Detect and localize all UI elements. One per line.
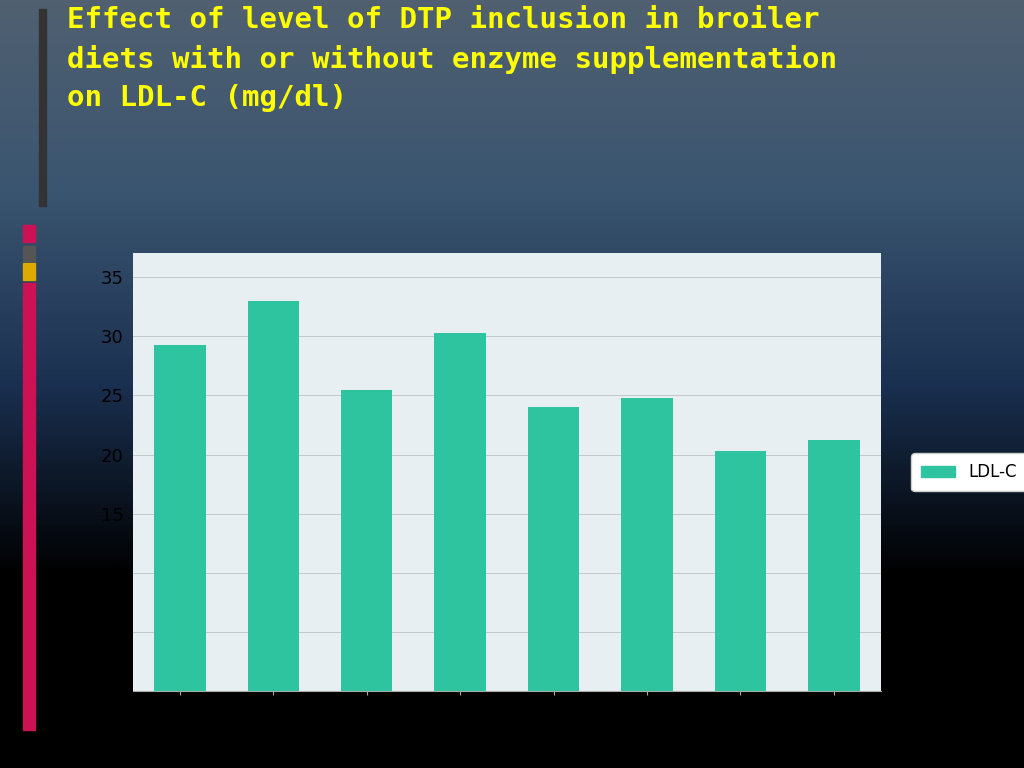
Legend: LDL-C: LDL-C xyxy=(911,453,1024,492)
Bar xyxy=(808,440,859,691)
Bar xyxy=(528,407,580,691)
Bar xyxy=(23,263,35,280)
Bar xyxy=(23,246,35,261)
Bar xyxy=(155,345,206,691)
Bar xyxy=(39,8,46,207)
Bar xyxy=(23,283,35,730)
Bar xyxy=(248,301,299,691)
Bar xyxy=(23,225,35,242)
Bar xyxy=(434,333,485,691)
Bar xyxy=(622,398,673,691)
Text: LDL-C: LDL-C xyxy=(509,255,577,276)
Text: Effect of level of DTP inclusion in broiler
diets with or without enzyme supplem: Effect of level of DTP inclusion in broi… xyxy=(67,6,837,111)
Bar xyxy=(715,451,766,691)
Bar xyxy=(341,389,392,691)
